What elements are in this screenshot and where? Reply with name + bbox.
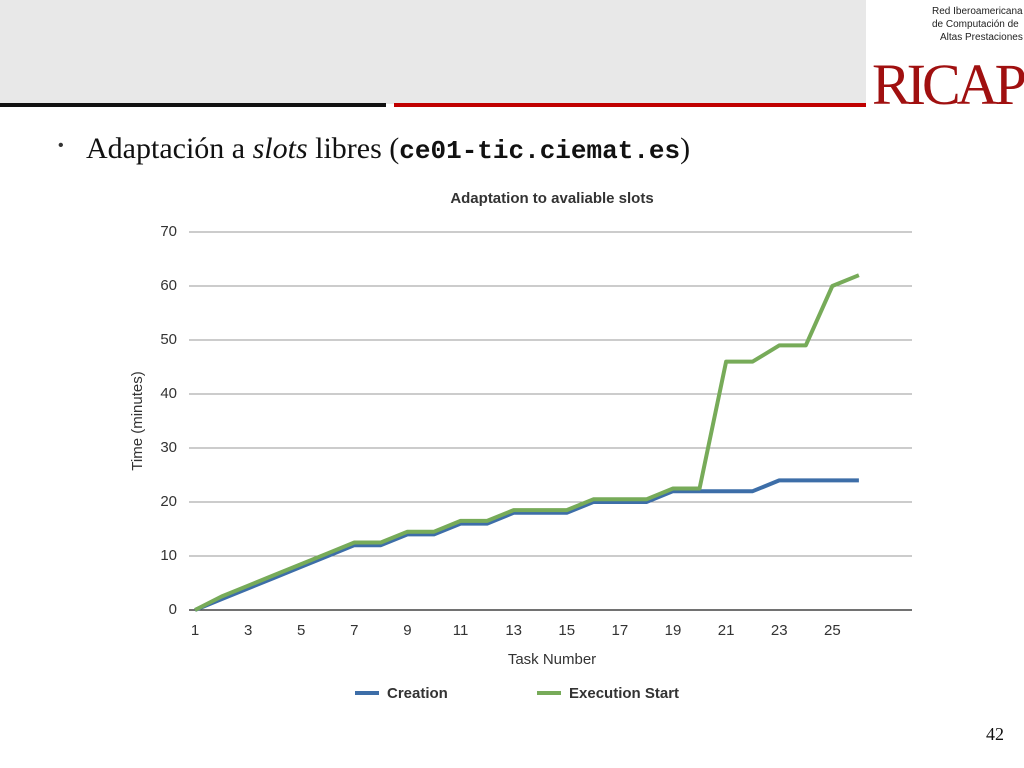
page-number: 42 (986, 724, 1004, 744)
heading-text: Adaptación a (86, 132, 253, 165)
x-tick-label: 25 (824, 622, 841, 639)
series-line (194, 273, 860, 612)
x-tick-label: 11 (453, 622, 469, 639)
x-tick-label: 7 (350, 622, 358, 639)
x-axis-label: Task Number (508, 651, 596, 668)
heading: Adaptación a slots libres (ce01-tic.ciem… (86, 132, 690, 166)
legend-label: Execution Start (569, 685, 679, 702)
y-tick-label: 30 (160, 439, 177, 456)
x-tick-label: 23 (771, 622, 788, 639)
x-tick-label: 5 (297, 622, 305, 639)
header-band (0, 0, 866, 104)
y-tick-label: 60 (160, 277, 177, 294)
x-tick-label: 21 (718, 622, 735, 639)
y-axis-label: Time (minutes) (129, 371, 146, 470)
y-tick-label: 10 (160, 547, 177, 564)
y-tick-label: 40 (160, 385, 177, 402)
chart: Adaptation to avaliable slots Task Numbe… (129, 190, 912, 702)
logo: Red Iberoamericana de Computación de Alt… (872, 6, 1024, 117)
heading-text: ) (680, 132, 690, 165)
x-tick-label: 1 (191, 622, 199, 639)
y-tick-label: 0 (169, 601, 177, 618)
x-tick-label: 9 (403, 622, 411, 639)
legend-label: Creation (387, 685, 448, 702)
header-rule-black (0, 103, 386, 107)
y-tick-label: 50 (160, 331, 177, 348)
header-rule-red (394, 103, 866, 107)
logo-text: Altas Prestaciones (940, 32, 1023, 43)
logo-text: de Computación de (932, 19, 1019, 30)
y-tick-label: 20 (160, 493, 177, 510)
series-line (194, 478, 859, 612)
y-tick-label: 70 (160, 223, 177, 240)
heading-text: slots (253, 132, 308, 165)
heading-text: libres ( (308, 132, 400, 165)
logo-mark: RICAP (872, 52, 1024, 117)
heading-text: ce01-tic.ciemat.es (399, 136, 680, 166)
x-tick-label: 13 (505, 622, 522, 639)
x-tick-label: 3 (244, 622, 252, 639)
logo-text: Red Iberoamericana (932, 6, 1023, 17)
x-tick-label: 17 (612, 622, 629, 639)
x-tick-label: 19 (665, 622, 682, 639)
bullet: • (58, 137, 64, 154)
chart-title: Adaptation to avaliable slots (450, 190, 653, 207)
x-tick-label: 15 (558, 622, 575, 639)
